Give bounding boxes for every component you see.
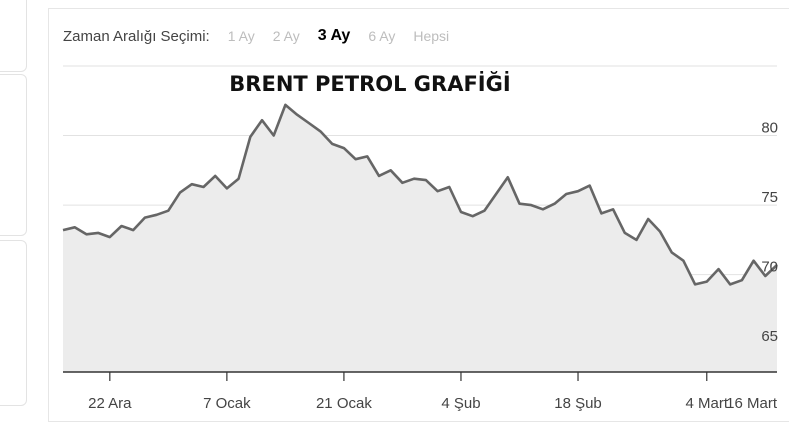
chart-title: BRENT PETROL GRAFİĞİ — [229, 71, 510, 96]
y-tick-label: 80 — [761, 120, 778, 137]
x-tick-label: 16 Mart — [726, 395, 778, 412]
range-selector: Zaman Aralığı Seçimi: 1 Ay 2 Ay 3 Ay 6 A… — [63, 24, 467, 48]
left-sidebar — [0, 0, 28, 422]
price-line — [62, 103, 778, 286]
left-card-top[interactable] — [0, 0, 27, 72]
x-tick-label: 4 Mart — [686, 395, 729, 412]
y-tick-label: 75 — [761, 189, 778, 206]
left-card-bottom[interactable] — [0, 240, 27, 406]
range-option-5[interactable]: Hepsi — [413, 28, 450, 44]
x-tick-label: 21 Ocak — [316, 395, 372, 412]
x-tick-label: 4 Şub — [441, 395, 480, 412]
y-axis-ticks: 65 70 75 80 — [761, 120, 778, 346]
range-option-3[interactable]: 3 Ay — [317, 27, 351, 44]
x-tick-label: 7 Ocak — [203, 395, 251, 412]
price-area-fill — [63, 104, 777, 373]
y-tick-label: 65 — [761, 328, 778, 345]
range-option-2[interactable]: 2 Ay — [272, 28, 300, 44]
x-tick-label: 18 Şub — [554, 395, 602, 412]
range-option-1[interactable]: 1 Ay — [227, 28, 255, 44]
left-card-middle[interactable] — [0, 74, 27, 236]
range-selector-label: Zaman Aralığı Seçimi: — [63, 27, 210, 45]
x-tick-label: 22 Ara — [88, 395, 132, 412]
y-tick-label: 70 — [761, 259, 778, 276]
range-option-4[interactable]: 6 Ay — [368, 28, 396, 44]
